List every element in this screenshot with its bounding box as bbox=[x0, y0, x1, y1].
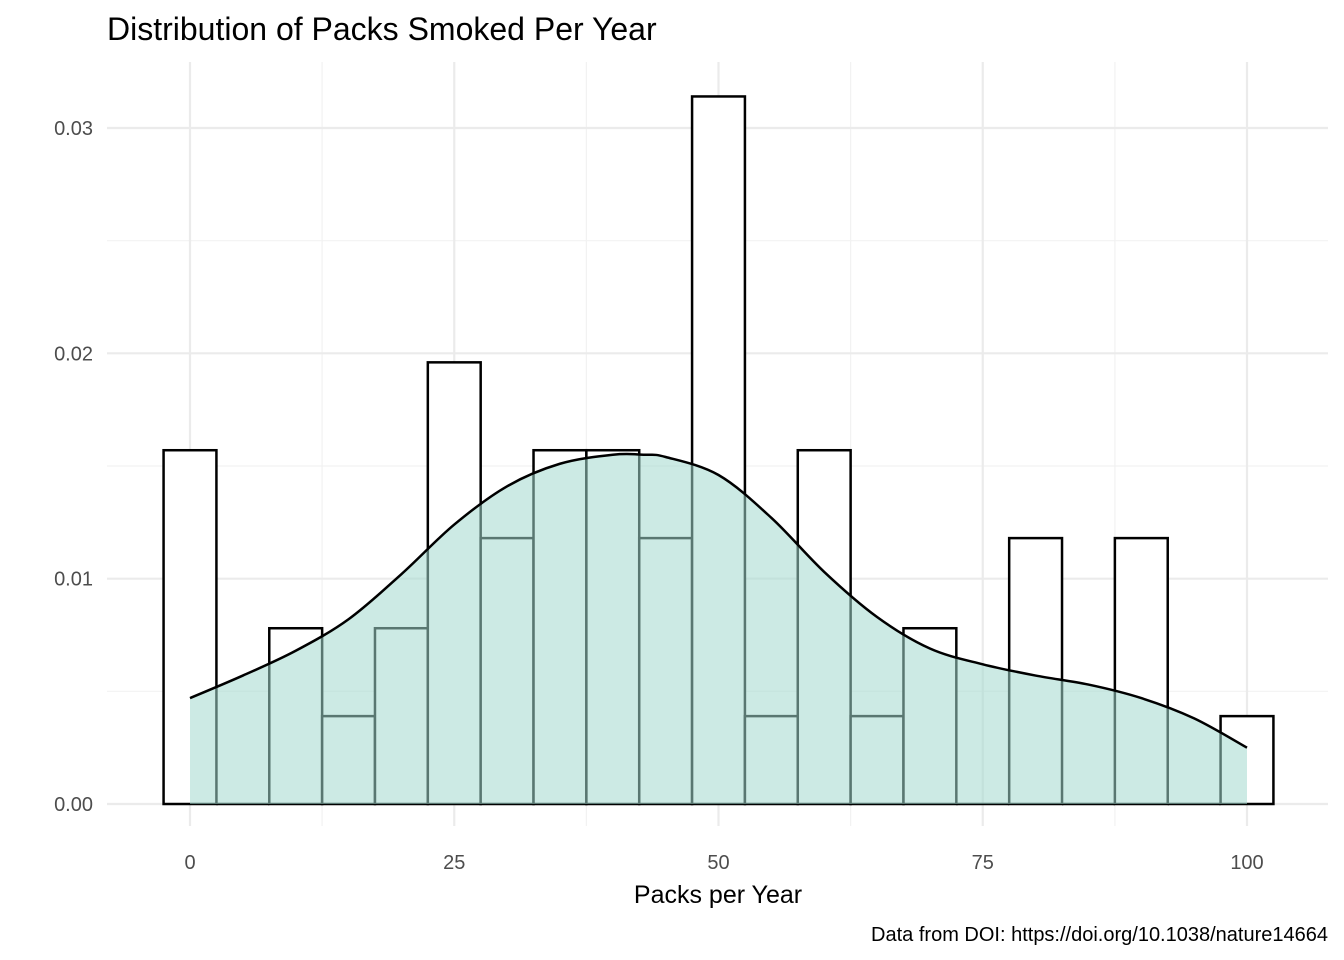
x-axis-ticks: 0 25 50 75 100 bbox=[184, 852, 1263, 874]
y-tick-label: 0.02 bbox=[54, 343, 93, 365]
x-axis-label: Packs per Year bbox=[634, 881, 802, 909]
x-tick-label: 0 bbox=[184, 852, 195, 874]
x-tick-label: 75 bbox=[972, 852, 994, 874]
x-tick-label: 50 bbox=[707, 852, 729, 874]
x-tick-label: 100 bbox=[1230, 852, 1263, 874]
chart-caption: Data from DOI: https://doi.org/10.1038/n… bbox=[871, 924, 1328, 946]
y-axis-ticks: 0.00 0.01 0.02 0.03 bbox=[54, 118, 93, 816]
x-tick-label: 25 bbox=[443, 852, 465, 874]
chart-title: Distribution of Packs Smoked Per Year bbox=[107, 11, 657, 47]
y-tick-label: 0.03 bbox=[54, 118, 93, 140]
y-tick-label: 0.01 bbox=[54, 569, 93, 591]
y-tick-label: 0.00 bbox=[54, 794, 93, 816]
density-area bbox=[190, 453, 1247, 804]
density-curve-layer bbox=[189, 452, 1248, 804]
density-line bbox=[189, 452, 1248, 749]
